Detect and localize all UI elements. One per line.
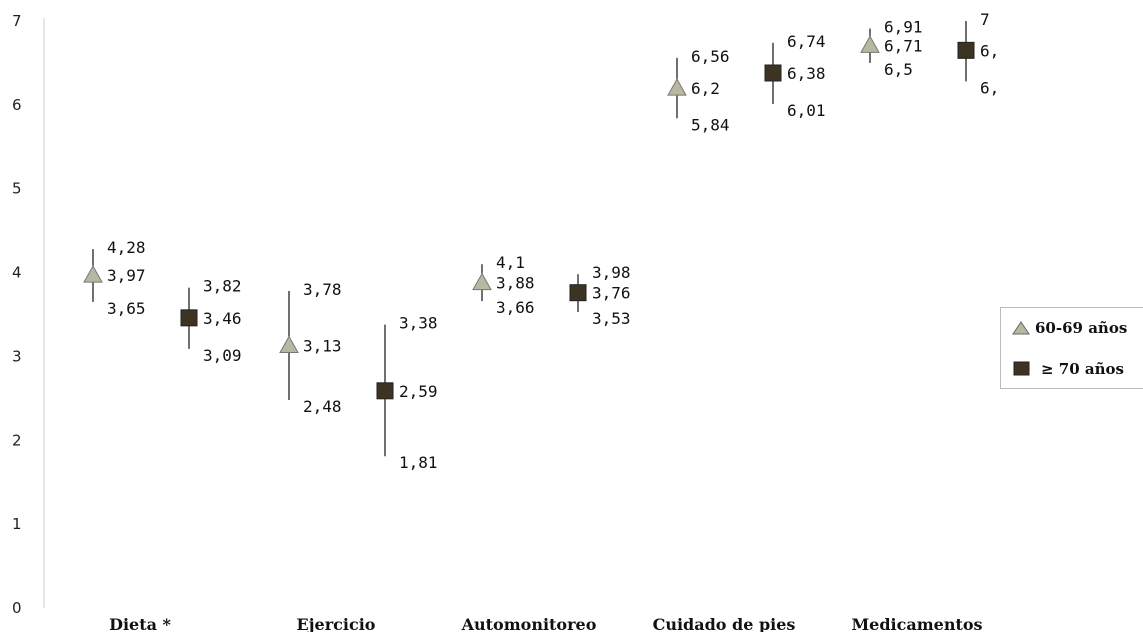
lower-label: 5,84 xyxy=(691,115,730,134)
lower-label: 3,65 xyxy=(107,299,146,318)
x-categories: Dieta * Ejercicio Automonitoreo Cuidado de … xyxy=(109,615,982,632)
upper-label: 4,28 xyxy=(107,238,146,257)
mean-label: 6,65 xyxy=(980,41,1000,60)
y-tick-label: 5 xyxy=(12,180,22,198)
y-tick-label: 4 xyxy=(12,264,22,282)
y-tick-label: 0 xyxy=(12,599,22,617)
triangle-marker xyxy=(83,265,103,283)
lower-label: 6,28 xyxy=(980,78,1000,97)
legend-item-60-69: 60-69 años xyxy=(1011,317,1127,339)
lower-label: 3,66 xyxy=(496,298,535,317)
triangle-marker xyxy=(860,35,880,53)
triangle-marker-icon xyxy=(1012,321,1030,335)
lower-label: 2,48 xyxy=(303,397,342,416)
mean-label: 3,76 xyxy=(592,284,631,303)
lower-label: 1,81 xyxy=(399,453,438,472)
lower-label: 6,01 xyxy=(787,101,826,120)
upper-label: 6,91 xyxy=(884,18,923,37)
upper-label: 3,82 xyxy=(203,277,242,296)
legend: 60-69 años ≥ 70 años xyxy=(1000,307,1143,389)
y-tick-label: 6 xyxy=(12,96,22,114)
y-ticks: 0 1 2 3 4 5 6 7 xyxy=(12,12,22,617)
legend-label: 60-69 años xyxy=(1035,319,1128,337)
lower-label: 3,53 xyxy=(592,309,631,328)
square-marker xyxy=(180,309,198,327)
lower-label: 6,5 xyxy=(884,60,913,79)
square-marker xyxy=(376,382,394,400)
mean-label: 6,2 xyxy=(691,79,720,98)
y-tick-label: 1 xyxy=(12,515,22,533)
mean-label: 6,38 xyxy=(787,64,826,83)
x-category-label: Automonitoreo xyxy=(461,615,597,632)
mean-label: 2,59 xyxy=(399,382,438,401)
upper-label: 3,78 xyxy=(303,280,342,299)
square-marker-icon xyxy=(1013,361,1030,376)
triangle-marker xyxy=(279,335,299,354)
upper-label: 6,74 xyxy=(787,32,826,51)
square-marker xyxy=(569,284,587,302)
mean-label: 6,71 xyxy=(884,36,923,55)
y-tick-label: 2 xyxy=(12,431,22,449)
triangle-marker xyxy=(667,78,687,96)
upper-label: 4,1 xyxy=(496,253,525,272)
y-tick-label: 7 xyxy=(12,12,22,30)
x-category-label: Cuidado de pies xyxy=(653,615,796,632)
legend-label: ≥ 70 años xyxy=(1041,360,1124,378)
square-marker xyxy=(957,41,975,59)
x-category-label: Medicamentos xyxy=(851,615,982,632)
upper-label: 3,98 xyxy=(592,263,631,282)
x-category-label: Ejercicio xyxy=(297,615,376,632)
lower-label: 3,09 xyxy=(203,346,242,365)
mean-label: 3,97 xyxy=(107,266,146,285)
upper-label: 3,38 xyxy=(399,314,438,333)
triangle-marker xyxy=(472,272,492,291)
mean-label: 3,88 xyxy=(496,274,535,293)
series-marks: 4,28 3,97 3,65 3,78 3,13 2,48 4,1 3,88 3,66 6,56 6… xyxy=(83,10,1000,472)
upper-label: 6,56 xyxy=(691,47,730,66)
square-marker xyxy=(764,64,782,82)
mean-label: 3,46 xyxy=(203,309,242,328)
chart: 0 1 2 3 4 5 6 7 Dieta * Ejercicio Automonitoreo Cu… xyxy=(12,10,1000,632)
mean-label: 3,13 xyxy=(303,337,342,356)
upper-label: 7 xyxy=(980,10,990,29)
y-tick-label: 3 xyxy=(12,347,22,365)
legend-item-70-plus: ≥ 70 años xyxy=(1011,358,1124,380)
x-category-label: Dieta * xyxy=(109,615,171,632)
